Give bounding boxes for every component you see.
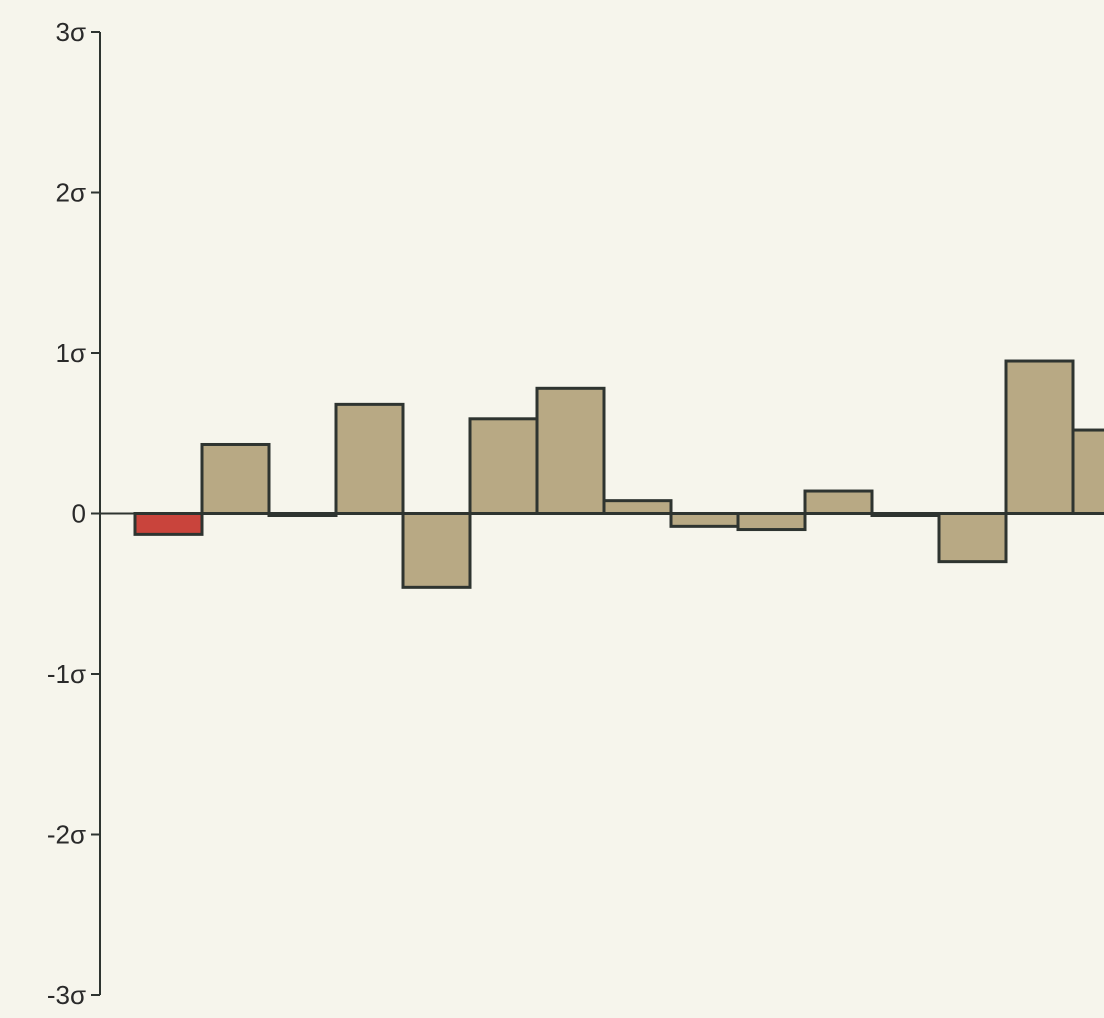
- y-tick-label: 3σ: [55, 17, 86, 47]
- bar: [736, 512, 807, 532]
- bar: [401, 512, 472, 589]
- y-tick-label: 1σ: [55, 338, 86, 368]
- y-tick-label: -3σ: [47, 980, 86, 1010]
- bar: [1004, 359, 1075, 515]
- bar: [669, 512, 740, 528]
- bar: [334, 402, 405, 515]
- bar: [1071, 428, 1104, 516]
- y-tick-label: 0: [72, 499, 86, 529]
- bar: [468, 417, 539, 515]
- y-tick-label: -1σ: [47, 659, 86, 689]
- y-tick-label: -2σ: [47, 820, 86, 850]
- bar: [602, 499, 673, 516]
- bar: [535, 386, 606, 515]
- bar: [937, 512, 1008, 564]
- bar: [803, 489, 874, 515]
- y-tick-label: 2σ: [55, 178, 86, 208]
- bar-highlighted: [133, 512, 204, 536]
- bar: [200, 442, 271, 515]
- y-axis-ticks: 3σ 2σ 1σ 0 -1σ -2σ -3σ: [47, 17, 100, 1010]
- bar-group: [133, 359, 1104, 589]
